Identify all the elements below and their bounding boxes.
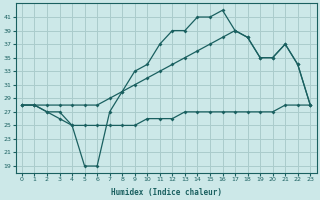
X-axis label: Humidex (Indice chaleur): Humidex (Indice chaleur) <box>111 188 221 197</box>
